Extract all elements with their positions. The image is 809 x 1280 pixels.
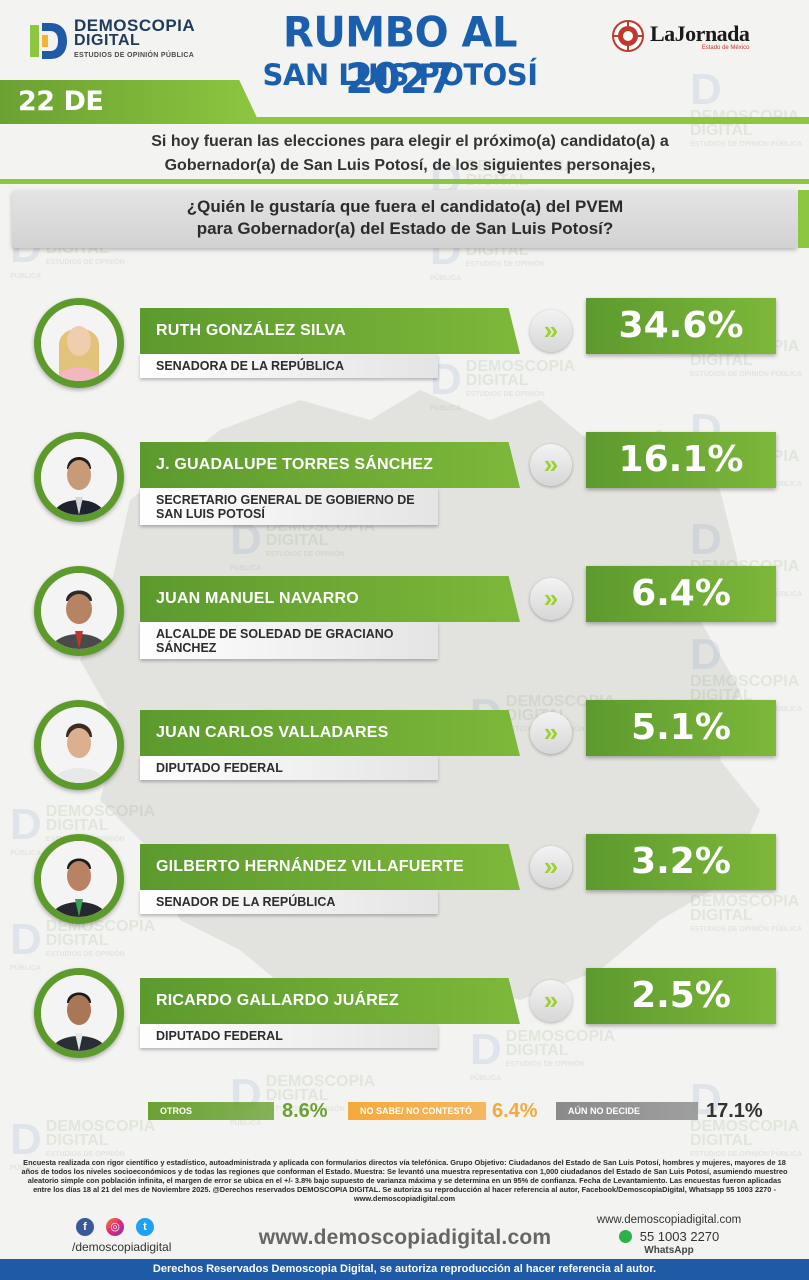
avatar <box>34 432 124 522</box>
no-answer-value: 6.4% <box>492 1100 538 1122</box>
brand-line1: DEMOSCOPIA <box>74 16 196 35</box>
candidate-photo-icon <box>41 439 117 515</box>
date-banner: 22 DE NOVIEMBRE <box>0 80 260 124</box>
divider <box>0 179 809 184</box>
candidate-photo-icon <box>41 707 117 783</box>
candidate-role: ALCALDE DE SOLEDAD DE GRACIANO SÁNCHEZ <box>140 622 438 659</box>
website-link[interactable]: www.demoscopiadigital.com <box>258 1226 552 1249</box>
double-chevron-right-icon: » <box>530 712 572 754</box>
candidate-percentage: 2.5% <box>586 968 776 1024</box>
facebook-icon[interactable]: f <box>76 1218 94 1236</box>
avatar <box>34 700 124 790</box>
intro-line1: Si hoy fueran las elecciones para elegir… <box>151 133 669 150</box>
contact-info: www.demoscopiadigital.com 55 1003 2270 W… <box>584 1214 754 1256</box>
twitter-icon[interactable]: t <box>136 1218 154 1236</box>
social-links: f ◎ t /demoscopiadigital <box>72 1218 171 1254</box>
candidate-name: JUAN CARLOS VALLADARES <box>140 710 520 756</box>
candidate-row: JUAN CARLOS VALLADARES DIPUTADO FEDERAL … <box>0 700 809 810</box>
candidate-role: SENADOR DE LA REPÚBLICA <box>140 890 438 914</box>
candidate-role: SENADORA DE LA REPÚBLICA <box>140 354 438 378</box>
website-small[interactable]: www.demoscopiadigital.com <box>596 1214 742 1226</box>
demoscopia-logo: DEMOSCOPIA DIGITAL ESTUDIOS DE OPINIÓN P… <box>30 16 196 63</box>
candidate-name: RICARDO GALLARDO JUÁREZ <box>140 978 520 1024</box>
la-jornada-logo: LaJornada Estado de México <box>612 20 750 52</box>
avatar <box>34 298 124 388</box>
candidate-photo-icon <box>41 573 117 649</box>
avatar <box>34 968 124 1058</box>
undecided-chip: AÚN NO DECIDE <box>556 1102 698 1120</box>
candidate-name: J. GUADALUPE TORRES SÁNCHEZ <box>140 442 520 488</box>
question-line1: ¿Quién le gustaría que fuera el candidat… <box>186 197 624 216</box>
rights-bar: Derechos Reservados Demoscopia Digital, … <box>0 1259 809 1280</box>
others-value: 8.6% <box>282 1100 328 1122</box>
whatsapp-label: WhatsApp <box>644 1245 694 1257</box>
brand-tagline: ESTUDIOS DE OPINIÓN PÚBLICA <box>74 52 195 59</box>
partner-sub: Estado de México <box>701 45 750 51</box>
double-chevron-right-icon: » <box>530 980 572 1022</box>
no-answer-chip: NO SABE/ NO CONTESTÓ <box>348 1102 486 1120</box>
candidate-role: DIPUTADO FEDERAL <box>140 1024 438 1048</box>
demoscopia-d-icon <box>30 22 67 59</box>
partner-name: LaJornada <box>650 21 750 46</box>
double-chevron-right-icon: » <box>530 846 572 888</box>
candidate-row: J. GUADALUPE TORRES SÁNCHEZ SECRETARIO G… <box>0 432 809 542</box>
candidate-row: JUAN MANUEL NAVARRO ALCALDE DE SOLEDAD D… <box>0 566 809 676</box>
double-chevron-right-icon: » <box>530 578 572 620</box>
candidate-role: SECRETARIO GENERAL DE GOBIERNO DE SAN LU… <box>140 488 438 525</box>
phone-number[interactable]: 55 1003 2270 <box>639 1229 720 1244</box>
question-box: ¿Quién le gustaría que fuera el candidat… <box>12 190 809 248</box>
candidate-percentage: 6.4% <box>586 566 776 622</box>
social-handle[interactable]: /demoscopiadigital <box>72 1240 172 1254</box>
brand-line2: DIGITAL <box>74 32 141 49</box>
candidate-percentage: 5.1% <box>586 700 776 756</box>
divider <box>0 117 809 124</box>
candidate-row: RICARDO GALLARDO JUÁREZ DIPUTADO FEDERAL… <box>0 968 809 1078</box>
candidate-photo-icon <box>41 975 117 1051</box>
others-chip: OTROS <box>148 1102 274 1120</box>
page-subtitle: SAN LUIS POTOSÍ <box>262 58 538 92</box>
candidate-photo-icon <box>41 841 117 917</box>
candidate-percentage: 34.6% <box>586 298 776 354</box>
avatar <box>34 566 124 656</box>
methodology-note: Encuesta realizada con rigor científico … <box>21 1158 788 1203</box>
la-jornada-emblem-icon <box>612 20 644 52</box>
others-legend: OTROS 8.6% NO SABE/ NO CONTESTÓ 6.4% AÚN… <box>0 1097 809 1127</box>
question-line2: para Gobernador(a) del Estado de San Lui… <box>196 219 614 238</box>
candidate-name: JUAN MANUEL NAVARRO <box>140 576 520 622</box>
whatsapp-icon <box>618 1230 632 1244</box>
candidate-row: RUTH GONZÁLEZ SILVA SENADORA DE LA REPÚB… <box>0 298 809 408</box>
undecided-value: 17.1% <box>706 1100 763 1122</box>
candidate-percentage: 16.1% <box>586 432 776 488</box>
header: DEMOSCOPIA DIGITAL ESTUDIOS DE OPINIÓN P… <box>0 0 809 130</box>
double-chevron-right-icon: » <box>530 310 572 352</box>
double-chevron-right-icon: » <box>530 444 572 486</box>
intro-line2: Gobernador(a) de San Luis Potosí, de los… <box>164 157 656 174</box>
candidate-role: DIPUTADO FEDERAL <box>140 756 438 780</box>
page-title: RUMBO AL 2027 <box>283 8 517 104</box>
candidate-percentage: 3.2% <box>586 834 776 890</box>
candidate-photo-icon <box>41 305 117 381</box>
intro-text: Si hoy fueran las elecciones para elegir… <box>80 130 740 178</box>
candidate-name: RUTH GONZÁLEZ SILVA <box>140 308 520 354</box>
avatar <box>34 834 124 924</box>
candidate-row: GILBERTO HERNÁNDEZ VILLAFUERTE SENADOR D… <box>0 834 809 944</box>
instagram-icon[interactable]: ◎ <box>106 1218 124 1236</box>
candidate-name: GILBERTO HERNÁNDEZ VILLAFUERTE <box>140 844 520 890</box>
